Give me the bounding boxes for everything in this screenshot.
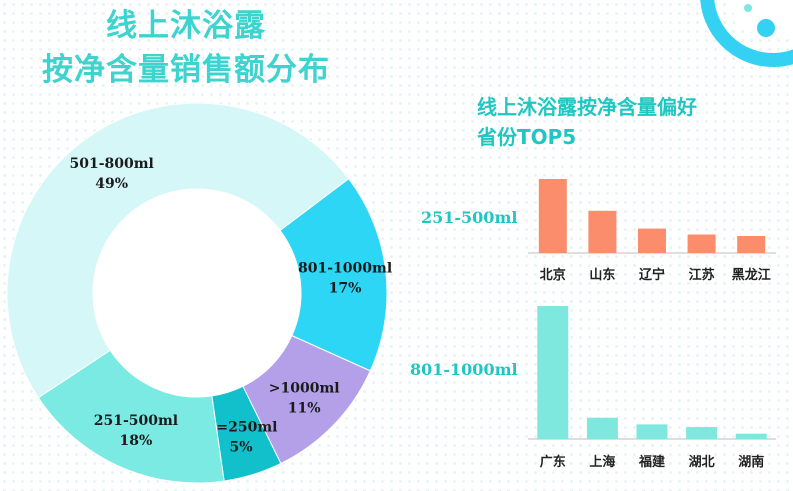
bar-1-3 bbox=[638, 228, 666, 253]
bar-category-label-2-4: 湖北 bbox=[689, 455, 715, 470]
group-label-801-1000: 801-1000ml bbox=[410, 360, 518, 379]
bar-1-2 bbox=[588, 210, 617, 253]
slice-pct-251-500ml: 18% bbox=[120, 433, 153, 449]
decor-ring-outer bbox=[700, 0, 793, 67]
bar-1-1 bbox=[538, 179, 567, 253]
slice-label-250ml: <=250ml bbox=[205, 419, 278, 435]
bar-category-label-1-5: 黑龙江 bbox=[732, 267, 771, 283]
bar-chart-title: 线上沐浴露按净含量偏好 省份TOP5 bbox=[477, 92, 697, 152]
page-title-line2: 按净含量销售额分布 bbox=[42, 52, 330, 88]
bar-category-label-1-2: 山东 bbox=[589, 267, 615, 283]
bar-category-label-2-1: 广东 bbox=[540, 454, 566, 470]
bar-category-label-1-1: 北京 bbox=[540, 267, 566, 283]
slice-label-801-1000ml: 801-1000ml bbox=[298, 260, 392, 276]
slice-label-251-500ml: 251-500ml bbox=[94, 413, 178, 429]
slice-pct-250ml: 5% bbox=[230, 439, 253, 455]
page-title-line1: 线上沐浴露 bbox=[106, 8, 266, 44]
bar-2-5 bbox=[735, 433, 767, 439]
slice-pct-1000ml: 11% bbox=[288, 401, 321, 417]
bar-2-2 bbox=[586, 417, 618, 439]
bar-category-label-2-5: 湖南 bbox=[738, 454, 764, 470]
donut-hole bbox=[93, 189, 301, 397]
bar-1-5 bbox=[737, 235, 766, 253]
bar-2-1 bbox=[537, 306, 569, 439]
bar-chart-title-line2: 省份TOP5 bbox=[477, 125, 577, 149]
bar-category-label-1-3: 辽宁 bbox=[639, 267, 665, 283]
group-label-251-500: 251-500ml bbox=[421, 208, 518, 227]
decor-dot-small bbox=[744, 4, 752, 12]
bar-category-label-2-3: 福建 bbox=[638, 454, 665, 470]
bar-2-3 bbox=[636, 424, 668, 439]
slice-pct-501-800ml: 49% bbox=[95, 176, 128, 192]
bar-2-4 bbox=[686, 427, 718, 439]
slice-label-501-800ml: 501-800ml bbox=[69, 156, 153, 172]
slice-pct-801-1000ml: 17% bbox=[329, 280, 362, 296]
donut-chart: 801-1000ml 17% >1000ml 11% <=250ml 5% 251-500m… bbox=[6, 102, 392, 484]
bar-chart-title-line1: 线上沐浴露按净含量偏好 bbox=[477, 95, 697, 119]
bar-1-4 bbox=[687, 234, 716, 253]
bar-category-label-2-2: 上海 bbox=[589, 454, 615, 470]
bar-category-label-1-4: 江苏 bbox=[689, 267, 715, 283]
decor-dot-large bbox=[757, 19, 775, 37]
page-title: 线上沐浴露 按净含量销售额分布 bbox=[0, 4, 372, 92]
slice-label-1000ml: >1000ml bbox=[269, 381, 340, 397]
